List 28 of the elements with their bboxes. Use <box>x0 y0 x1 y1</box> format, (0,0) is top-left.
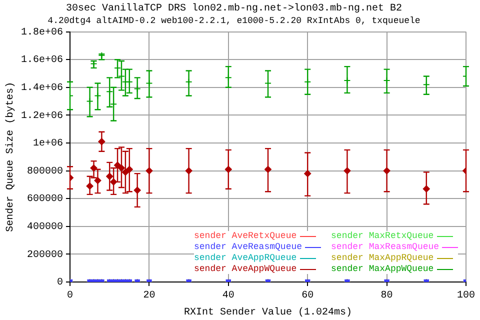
x-tick-label: 20 <box>143 290 156 302</box>
y-tick-label: 0 <box>56 278 64 289</box>
y-tick-label: 200000 <box>26 250 64 261</box>
x-axis-title: RXInt Sender Value (1.024ms) <box>184 306 352 319</box>
y-tick-label: 600000 <box>26 194 64 206</box>
x-tick-label: 80 <box>380 290 393 302</box>
chart-subtitle: 4.20dtg4 altAIMD-0.2 web100-2.2.1, e1000-5.2.20 RxIntAbs 0, txqueuele <box>48 16 420 26</box>
chart-title: 30sec VanillaTCP DRS lon02.mb-ng.net->lon03.mb-ng.net B2 <box>66 2 402 15</box>
legend-label: sender AveReasmQueue <box>194 242 302 252</box>
y-tick-label: 1e+06 <box>32 138 64 150</box>
legend-label: sender AveRetxQueue <box>194 231 297 241</box>
y-tick-label: 800000 <box>26 166 64 178</box>
legend-label: sender MaxReasmQueue <box>331 242 440 252</box>
x-tick-label: 60 <box>302 290 314 302</box>
y-tick-label: 1.8e+06 <box>20 27 64 38</box>
y-tick-label: 1.2e+06 <box>20 110 64 122</box>
legend-label: sender MaxRetxQueue <box>331 231 434 241</box>
y-tick-label: 1.6e+06 <box>20 55 64 66</box>
legend-label: sender MaxAppRQueue <box>331 253 434 263</box>
legend-label: sender MaxAppWQueue <box>331 264 434 274</box>
x-tick-label: 40 <box>222 290 234 302</box>
x-tick-label: 100 <box>456 290 476 302</box>
x-tick-label: 0 <box>67 290 74 302</box>
y-axis-title: Sender Queue Size (bytes) <box>4 82 17 232</box>
y-tick-label: 1.4e+06 <box>20 83 64 94</box>
legend-label: sender AveAppWQueue <box>194 264 297 274</box>
y-tick-label: 400000 <box>26 222 64 234</box>
legend-label: sender AveAppRQueue <box>194 253 297 263</box>
